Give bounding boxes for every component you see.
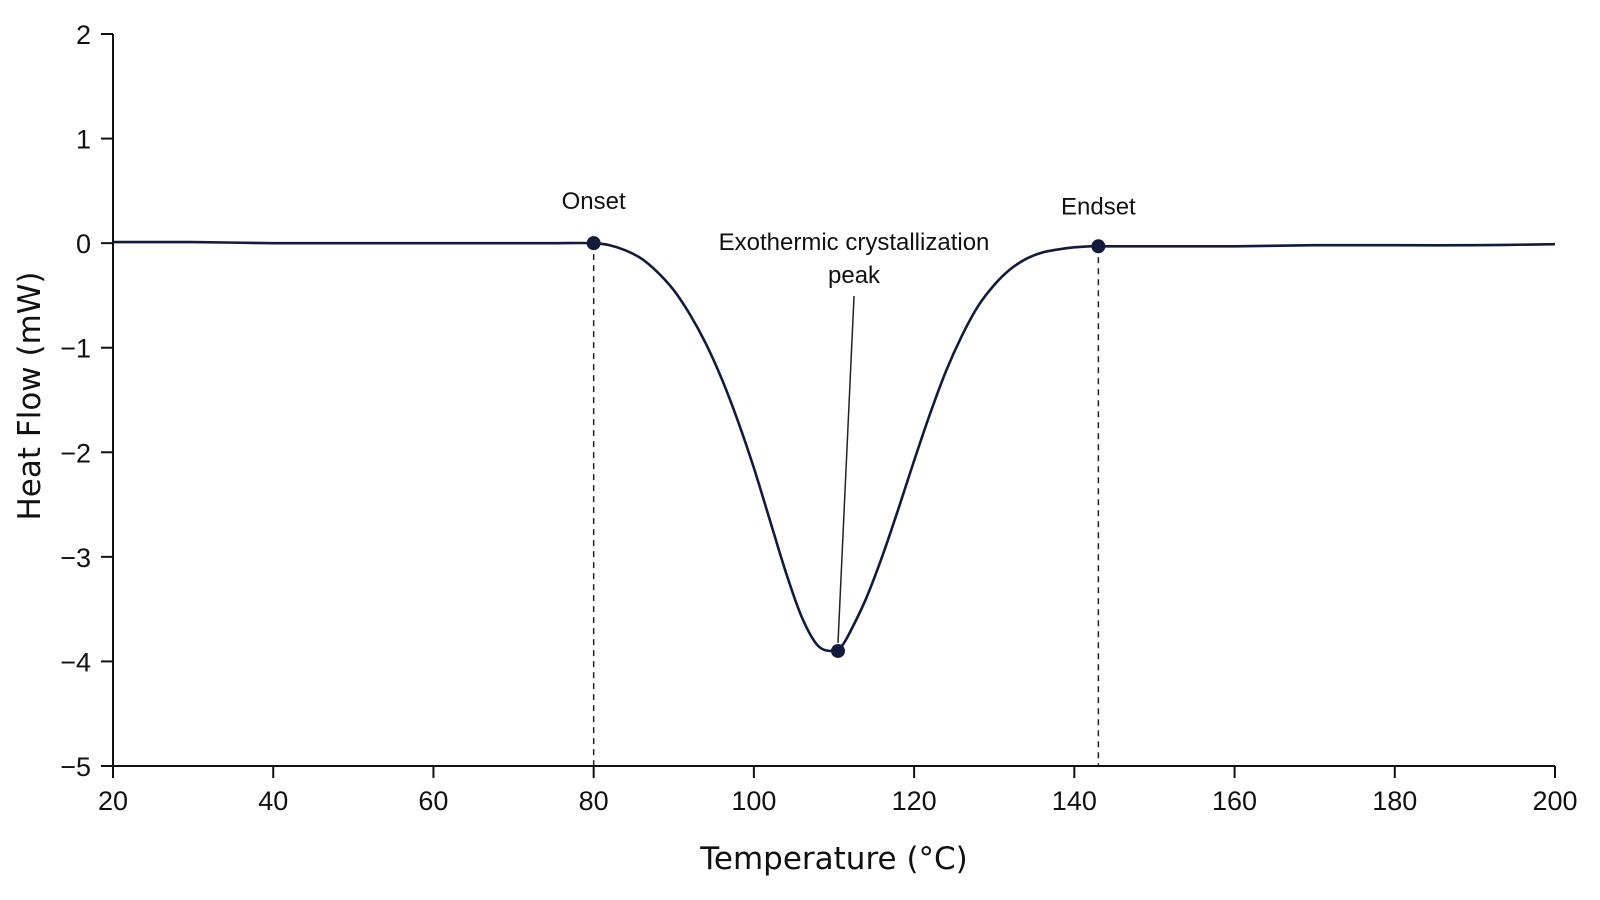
peak-leader-line (837, 295, 855, 644)
marker-1 (831, 643, 846, 658)
y-axis-title: Heat Flow (mW) (12, 271, 48, 520)
peak-label-line-2: peak (828, 262, 881, 289)
annotations: Onset Exothermic crystallization peak Endse… (562, 188, 1136, 644)
drop-lines (592, 243, 1100, 766)
y-tick-label-2: 0 (76, 229, 91, 259)
x-tick-label-20: 20 (98, 786, 128, 816)
y-tick-label-7: −5 (60, 752, 91, 782)
y-tick-label-0: 2 (76, 20, 91, 50)
x-tick-label-40: 40 (258, 786, 288, 816)
axes (112, 34, 1555, 767)
peak-label-line-1: Exothermic crystallization (719, 229, 990, 256)
x-tick-label-180: 180 (1372, 786, 1417, 816)
y-tick-label-3: −1 (60, 334, 91, 364)
marker-0 (586, 236, 601, 251)
x-tick-label-80: 80 (579, 786, 609, 816)
x-tick-label-60: 60 (418, 786, 448, 816)
onset-label: Onset (562, 188, 626, 215)
x-tick-label-200: 200 (1532, 786, 1577, 816)
x-axis-title: Temperature (°C) (699, 841, 968, 877)
y-tick-label-5: −3 (60, 543, 91, 573)
x-tick-label-160: 160 (1212, 786, 1257, 816)
y-ticks: 2 1 0 −1 −2 −3 −4 −5 (60, 20, 113, 782)
x-tick-label-100: 100 (731, 786, 776, 816)
markers (586, 236, 1106, 658)
endset-label: Endset (1061, 193, 1136, 220)
x-tick-label-140: 140 (1052, 786, 1097, 816)
y-tick-label-4: −2 (60, 438, 91, 468)
y-tick-label-6: −4 (60, 647, 91, 677)
x-ticks: 20 40 60 80 100 120 140 160 180 200 (98, 766, 1578, 816)
y-tick-label-1: 1 (76, 125, 91, 155)
marker-2 (1091, 239, 1106, 254)
x-tick-label-120: 120 (892, 786, 937, 816)
heat-flow-line (112, 240, 1556, 653)
